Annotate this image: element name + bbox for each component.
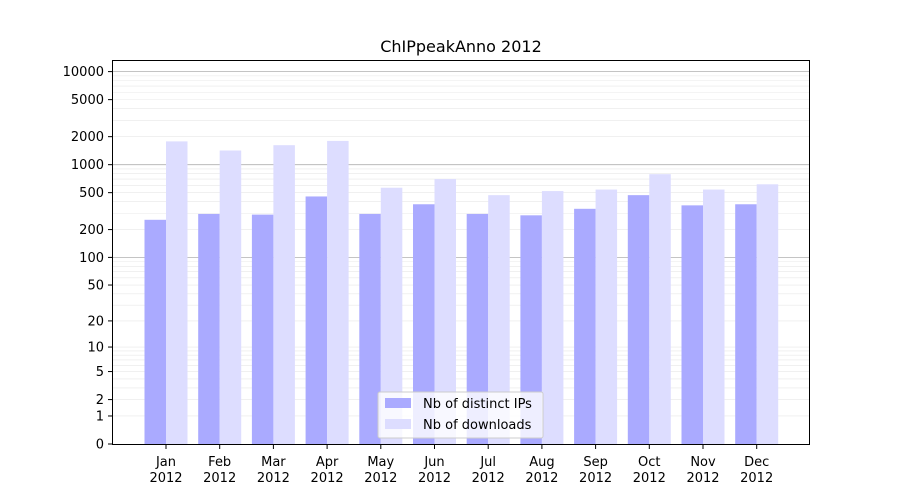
y-axis: 0 12 5 10 20 50 100 200 500 1000 2000 5000 10000 [63, 65, 113, 453]
y-tick-label: 1 [96, 409, 104, 424]
legend: Nb of distinct IPs Nb of downloads [377, 391, 544, 439]
legend-swatch-distinct-ips [385, 398, 411, 408]
bar-distinct-ips [359, 213, 381, 444]
bar-distinct-ips [627, 195, 650, 444]
bar-distinct-ips [305, 196, 328, 444]
bar-distinct-ips [574, 208, 596, 444]
x-tick-label: Jan 2012 [149, 455, 182, 486]
bar-downloads [434, 179, 456, 445]
y-tick-label: 2000 [71, 130, 104, 145]
x-tick-label: Mar 2012 [257, 455, 290, 486]
legend-label-downloads: Nb of downloads [423, 418, 532, 433]
y-tick-label: 1000 [71, 158, 104, 173]
bars [144, 140, 779, 445]
x-tick-label: Dec 2012 [740, 455, 773, 486]
chart-title: ChIPpeakAnno 2012 [380, 37, 542, 56]
x-tick-label: Sep 2012 [579, 455, 612, 486]
x-axis: Jan 2012 Feb 2012 Mar 2012 Apr 2012 May 2012 Jun 20… [149, 444, 773, 486]
legend-swatch-downloads [385, 419, 411, 429]
y-tick-label: 200 [79, 223, 104, 238]
legend-box [377, 391, 544, 439]
legend-label-distinct-ips: Nb of distinct IPs [423, 397, 532, 412]
y-tick-label: 50 [87, 279, 104, 294]
bar-downloads [219, 150, 242, 444]
x-tick-label: Aug 2012 [525, 455, 558, 486]
bar-downloads [327, 140, 349, 444]
x-tick-label: May 2012 [364, 455, 397, 486]
x-tick-label: Oct 2012 [633, 455, 666, 486]
y-tick-label: 100 [79, 251, 104, 266]
y-tick-label: 5 [96, 365, 104, 380]
bar-downloads [380, 187, 403, 444]
y-tick-label: 10000 [63, 65, 104, 80]
y-tick-label: 20 [87, 314, 104, 329]
bar-distinct-ips [735, 204, 757, 444]
bar-distinct-ips [520, 215, 542, 444]
bar-distinct-ips [413, 204, 435, 444]
bar-distinct-ips [251, 214, 274, 444]
x-tick-label: Jul 2012 [472, 455, 505, 486]
bar-downloads [166, 141, 188, 444]
bar-downloads [273, 145, 295, 444]
bar-distinct-ips [144, 219, 166, 444]
x-tick-label: Apr 2012 [311, 455, 344, 486]
bar-distinct-ips [681, 205, 703, 444]
y-tick-label: 500 [79, 186, 104, 201]
bar-downloads [541, 191, 564, 444]
x-tick-label: Nov 2012 [686, 455, 719, 486]
y-tick-label: 0 [96, 438, 104, 453]
bar-downloads [756, 184, 779, 444]
y-tick-label: 5000 [71, 93, 104, 108]
bar-distinct-ips [466, 213, 489, 444]
bar-downloads [595, 189, 618, 444]
y-tick-label: 10 [87, 341, 104, 356]
y-tick-label: 2 [96, 393, 104, 408]
plot-frame [112, 60, 810, 445]
bar-downloads [649, 174, 671, 444]
bar-downloads [488, 195, 510, 444]
x-tick-label: Feb 2012 [203, 455, 236, 486]
bar-distinct-ips [198, 213, 220, 444]
x-tick-label: Jun 2012 [418, 455, 451, 486]
bar-downloads [703, 189, 725, 444]
